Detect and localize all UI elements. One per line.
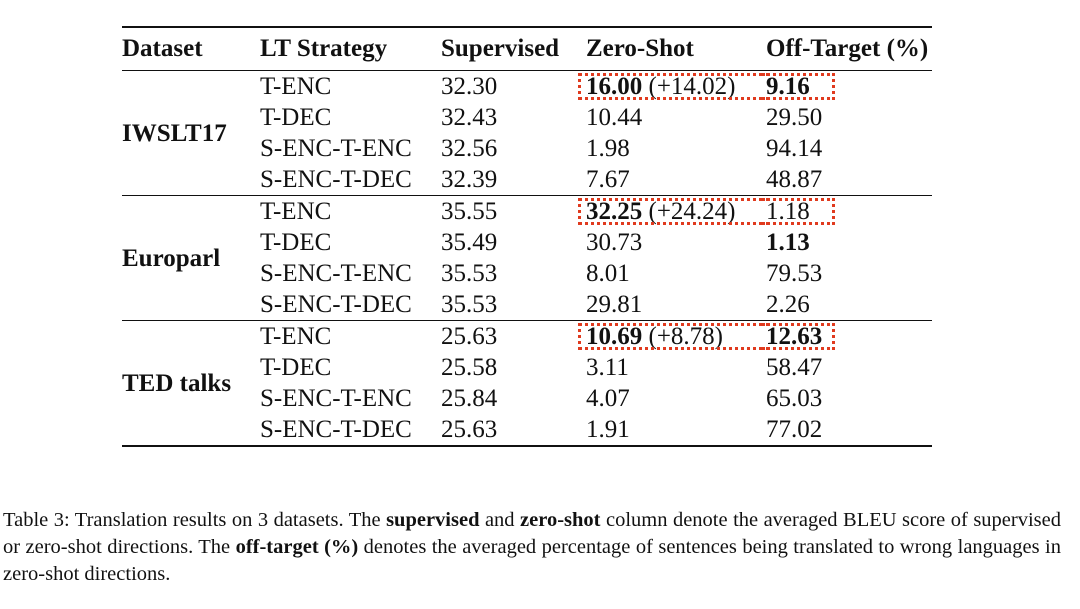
off-target-cell: 9.16	[762, 71, 932, 103]
strategy-cell: S-ENC-T-ENC	[260, 135, 412, 162]
strategy-cell: T-ENC	[260, 73, 332, 100]
zero-shot-cell: 29.81	[586, 291, 643, 318]
group-ted-talks: TED talks T-ENC 25.63 10.69 (+8.78) 12.6…	[122, 321, 932, 446]
off-target-cell: 1.18	[762, 196, 932, 228]
header-strategy: LT Strategy	[260, 34, 388, 62]
off-target-cell: 65.03	[766, 385, 823, 412]
zero-shot-value: 10.69	[586, 323, 643, 350]
strategy-cell: S-ENC-T-DEC	[260, 166, 412, 193]
table-row: S-ENC-T-DEC 25.63 1.91 77.02	[122, 414, 932, 446]
dataset-name: TED talks	[122, 369, 232, 397]
zero-shot-cell: 1.98	[586, 135, 630, 162]
strategy-cell: T-ENC	[260, 198, 332, 225]
supervised-cell: 25.58	[441, 354, 498, 381]
zero-shot-cell: 1.91	[586, 416, 630, 443]
table-row: T-DEC 35.49 30.73 1.13	[122, 227, 932, 258]
strategy-cell: S-ENC-T-ENC	[260, 385, 412, 412]
off-target-cell: 12.63	[762, 321, 932, 353]
table-caption: Table 3: Translation results on 3 datase…	[3, 507, 1061, 588]
zero-shot-cell: 7.67	[586, 166, 630, 193]
caption-term-zero-shot: zero-shot	[520, 509, 601, 531]
off-target-cell: 58.47	[766, 354, 823, 381]
header-off-target: Off-Target (%)	[766, 34, 929, 62]
dataset-name: Europarl	[122, 244, 221, 272]
strategy-cell: T-DEC	[260, 104, 332, 131]
table-row: T-DEC 25.58 3.11 58.47	[122, 352, 932, 383]
header-dataset: Dataset	[122, 34, 203, 62]
dataset-name: IWSLT17	[122, 119, 227, 147]
strategy-cell: S-ENC-T-DEC	[260, 416, 412, 443]
supervised-cell: 35.49	[441, 229, 498, 256]
off-target-cell: 2.26	[766, 291, 810, 318]
header-supervised: Supervised	[441, 34, 560, 62]
results-table: Dataset LT Strategy Supervised Zero-Shot…	[122, 26, 932, 447]
strategy-cell: T-ENC	[260, 323, 332, 350]
zero-shot-cell: 32.25 (+24.24)	[578, 196, 770, 228]
group-iwslt17: IWSLT17 T-ENC 32.30 16.00 (+14.02) 9.16 …	[122, 71, 932, 196]
off-target-cell: 77.02	[766, 416, 823, 443]
table-row: Europarl T-ENC 35.55 32.25 (+24.24) 1.18	[122, 196, 932, 272]
caption-text: denotes the averaged percentage of sente…	[3, 536, 1061, 585]
zero-shot-cell: 3.11	[586, 354, 629, 381]
strategy-cell: T-DEC	[260, 229, 332, 256]
table-row: S-ENC-T-ENC 35.53 8.01 79.53	[122, 258, 932, 289]
zero-shot-cell: 4.07	[586, 385, 630, 412]
caption-text: and	[479, 509, 521, 531]
supervised-cell: 32.56	[441, 135, 498, 162]
supervised-cell: 32.39	[441, 166, 498, 193]
supervised-cell: 35.55	[441, 198, 498, 225]
header-row: Dataset LT Strategy Supervised Zero-Shot…	[122, 27, 932, 71]
zero-shot-cell: 10.44	[586, 104, 643, 131]
zero-shot-cell: 16.00 (+14.02)	[578, 71, 770, 103]
off-target-value: 12.63	[766, 323, 823, 350]
group-europarl: Europarl T-ENC 35.55 32.25 (+24.24) 1.18…	[122, 196, 932, 321]
table-row: S-ENC-T-ENC 25.84 4.07 65.03	[122, 383, 932, 414]
table-row: IWSLT17 T-ENC 32.30 16.00 (+14.02) 9.16	[122, 71, 932, 147]
supervised-cell: 35.53	[441, 260, 498, 287]
supervised-cell: 25.84	[441, 385, 498, 412]
table-row: T-DEC 32.43 10.44 29.50	[122, 102, 932, 133]
zero-shot-value: 32.25	[586, 198, 643, 225]
supervised-cell: 32.43	[441, 104, 498, 131]
strategy-cell: S-ENC-T-DEC	[260, 291, 412, 318]
off-target-cell: 1.13	[766, 229, 810, 256]
table-row: S-ENC-T-ENC 32.56 1.98 94.14	[122, 133, 932, 164]
table-row: TED talks T-ENC 25.63 10.69 (+8.78) 12.6…	[122, 321, 932, 397]
supervised-cell: 25.63	[441, 416, 498, 443]
header-zero-shot: Zero-Shot	[586, 34, 694, 62]
caption-term-off-target: off-target (%)	[235, 536, 359, 558]
zero-shot-delta: (+14.02)	[648, 73, 736, 100]
zero-shot-cell: 30.73	[586, 229, 643, 256]
off-target-value: 9.16	[766, 73, 810, 100]
strategy-cell: T-DEC	[260, 354, 332, 381]
zero-shot-delta: (+24.24)	[648, 198, 736, 225]
off-target-cell: 94.14	[766, 135, 823, 162]
zero-shot-value: 16.00	[586, 73, 643, 100]
table-row: S-ENC-T-DEC 32.39 7.67 48.87	[122, 164, 932, 196]
zero-shot-cell: 10.69 (+8.78)	[578, 321, 770, 353]
zero-shot-cell: 8.01	[586, 260, 630, 287]
caption-text: column denote the averaged BLEU score of…	[3, 509, 1061, 558]
table-row: S-ENC-T-DEC 35.53 29.81 2.26	[122, 289, 932, 321]
supervised-cell: 35.53	[441, 291, 498, 318]
strategy-cell: S-ENC-T-ENC	[260, 260, 412, 287]
caption-text: Table 3: Translation results on 3 datase…	[3, 509, 387, 531]
supervised-cell: 32.30	[441, 73, 498, 100]
caption-term-supervised: supervised	[386, 509, 480, 531]
supervised-cell: 25.63	[441, 323, 498, 350]
off-target-cell: 79.53	[766, 260, 823, 287]
off-target-value: 1.18	[766, 198, 810, 225]
off-target-cell: 48.87	[766, 166, 823, 193]
off-target-cell: 29.50	[766, 104, 823, 131]
zero-shot-delta: (+8.78)	[648, 323, 724, 350]
